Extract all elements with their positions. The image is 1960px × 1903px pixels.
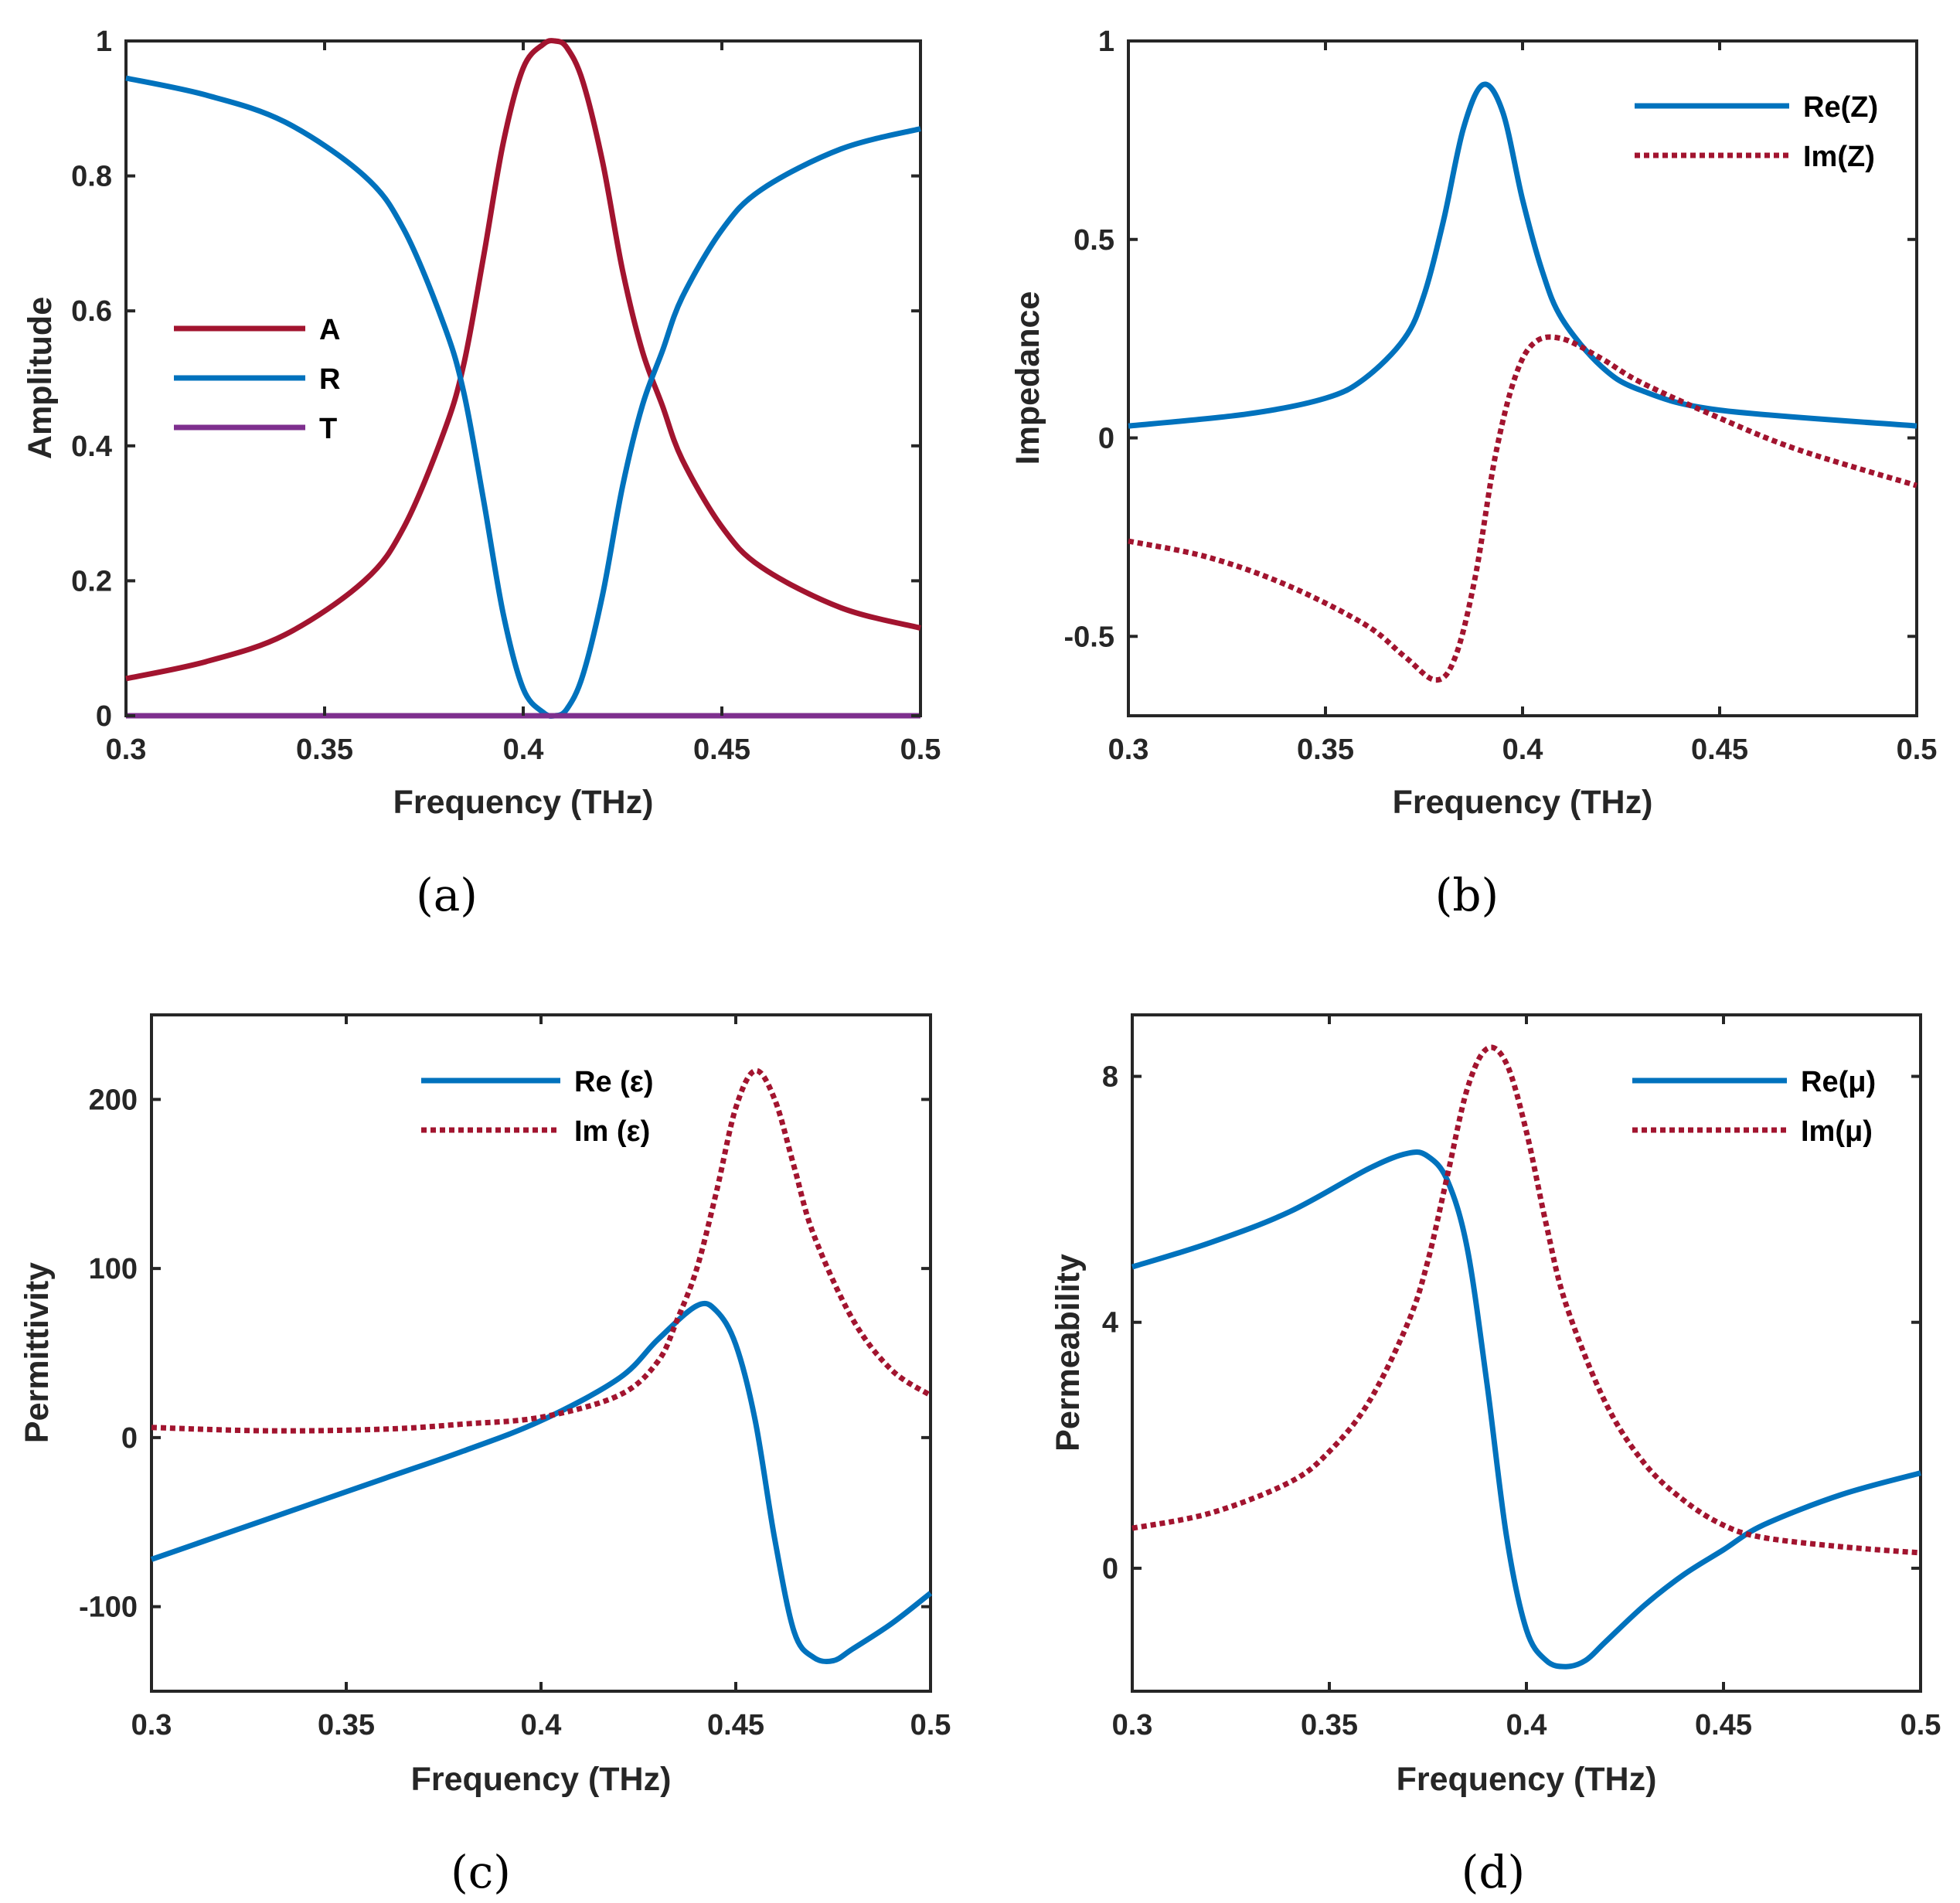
y-tick-label: 0.5 xyxy=(1074,224,1114,257)
legend-label-re-z: Re(Z) xyxy=(1803,91,1878,124)
x-tick-label: 0.4 xyxy=(1506,1709,1547,1741)
series-line-im-z xyxy=(1128,334,1918,683)
panel-a-caption: (a) xyxy=(416,869,478,921)
legend-label-r: R xyxy=(319,363,340,396)
panel-a-legend: ART xyxy=(174,314,340,445)
y-tick-label: 8 xyxy=(1102,1061,1118,1094)
panel-c-data xyxy=(150,1067,933,1665)
x-tick-label: 0.5 xyxy=(1900,1709,1941,1741)
y-tick-label: 0.2 xyxy=(71,565,112,597)
panel-a: 0.3 0.35 0.4 0.45 0.5 0 0.2 0.4 0.6 0.8 1 Frequenc… xyxy=(22,26,941,921)
panel-d-ticks: 0.3 0.35 0.4 0.45 0.5 0 4 8 xyxy=(1102,1015,1941,1741)
series-line-re xyxy=(150,1300,933,1665)
legend-label-im: Im (ε) xyxy=(574,1115,650,1148)
panel-a-xlabel: Frequency (THz) xyxy=(393,784,654,821)
x-tick-label: 0.45 xyxy=(707,1709,764,1741)
panel-c: 0.3 0.35 0.4 0.45 0.5 -100 0 100 200 Frequency (… xyxy=(19,1013,951,1898)
legend-label-im-z: Im(Z) xyxy=(1803,141,1875,173)
panel-b-ylabel: Impedance xyxy=(1009,291,1046,465)
panel-c-xlabel: Frequency (THz) xyxy=(411,1761,672,1798)
panel-b-xlabel: Frequency (THz) xyxy=(1393,784,1653,821)
x-tick-label: 0.45 xyxy=(1695,1709,1752,1741)
x-tick-label: 0.3 xyxy=(1112,1709,1153,1741)
panel-d-caption: (d) xyxy=(1461,1846,1525,1898)
series-line-im xyxy=(151,1067,932,1434)
y-tick-label: 200 xyxy=(89,1084,138,1116)
y-tick-label: 0.8 xyxy=(71,161,112,193)
panel-d-data xyxy=(1131,1044,1921,1670)
x-tick-label: 0.35 xyxy=(1297,734,1354,766)
y-tick-label: 1 xyxy=(96,26,112,58)
y-tick-label: 0 xyxy=(1102,1553,1118,1585)
y-tick-label: 0 xyxy=(1098,423,1114,455)
panel-b: 0.3 0.35 0.4 0.45 0.5 -0.5 0 0.5 1 Frequency (TH… xyxy=(1009,26,1937,921)
panel-d: 0.3 0.35 0.4 0.45 0.5 0 4 8 Frequency (THz) Per… xyxy=(1050,1013,1941,1898)
panel-d-ylabel: Permeability xyxy=(1050,1254,1087,1452)
x-tick-label: 0.4 xyxy=(1502,734,1543,766)
x-tick-label: 0.5 xyxy=(910,1709,951,1741)
x-tick-label: 0.45 xyxy=(1691,734,1748,766)
x-tick-label: 0.5 xyxy=(1897,734,1938,766)
x-tick-label: 0.45 xyxy=(693,734,750,766)
panel-d-xlabel: Frequency (THz) xyxy=(1397,1761,1657,1798)
panel-d-legend: Re(μ) Im(μ) xyxy=(1632,1066,1876,1148)
series-line-r xyxy=(125,75,921,719)
y-tick-label: 0 xyxy=(121,1422,138,1455)
legend-label-im: Im(μ) xyxy=(1801,1115,1873,1148)
x-tick-label: 0.3 xyxy=(131,1709,172,1741)
series-line-re-z xyxy=(1128,81,1917,429)
legend-label-t: T xyxy=(319,413,337,445)
panel-b-caption: (b) xyxy=(1435,869,1499,921)
y-tick-label: -100 xyxy=(79,1592,138,1624)
y-tick-label: 1 xyxy=(1098,26,1114,58)
x-tick-label: 0.3 xyxy=(1108,734,1149,766)
legend-label-a: A xyxy=(319,314,340,346)
x-tick-label: 0.35 xyxy=(296,734,353,766)
panel-a-ylabel: Amplitude xyxy=(22,297,59,459)
y-tick-label: 0.4 xyxy=(71,431,112,463)
x-tick-label: 0.4 xyxy=(503,734,544,766)
series-line-re xyxy=(1131,1149,1921,1670)
y-tick-label: 0.6 xyxy=(71,295,112,328)
panel-b-ticks: 0.3 0.35 0.4 0.45 0.5 -0.5 0 0.5 1 xyxy=(1064,26,1938,766)
panel-a-ticks: 0.3 0.35 0.4 0.45 0.5 0 0.2 0.4 0.6 0.8 1 xyxy=(71,26,941,766)
x-tick-label: 0.3 xyxy=(106,734,147,766)
panel-c-plot-area xyxy=(150,1013,932,1693)
x-tick-label: 0.35 xyxy=(1301,1709,1358,1741)
panel-b-legend: Re(Z) Im(Z) xyxy=(1635,91,1878,173)
legend-label-re: Re (ε) xyxy=(574,1066,653,1098)
x-tick-label: 0.5 xyxy=(900,734,941,766)
y-tick-label: 100 xyxy=(89,1253,138,1285)
y-tick-label: 0 xyxy=(96,700,112,733)
panel-c-ylabel: Permittivity xyxy=(19,1262,56,1443)
panel-c-ticks: 0.3 0.35 0.4 0.45 0.5 -100 0 100 200 xyxy=(79,1015,951,1741)
series-line-im xyxy=(1131,1044,1921,1556)
legend-label-re: Re(μ) xyxy=(1801,1066,1876,1098)
y-tick-label: -0.5 xyxy=(1064,621,1114,653)
y-tick-label: 4 xyxy=(1102,1307,1118,1340)
x-tick-label: 0.4 xyxy=(521,1709,562,1741)
panel-b-data xyxy=(1128,81,1918,683)
series-line-a xyxy=(125,38,921,682)
panel-c-legend: Re (ε) Im (ε) xyxy=(421,1066,653,1148)
panel-c-caption: (c) xyxy=(451,1846,511,1898)
x-tick-label: 0.35 xyxy=(318,1709,375,1741)
panel-b-plot-area xyxy=(1127,39,1918,717)
